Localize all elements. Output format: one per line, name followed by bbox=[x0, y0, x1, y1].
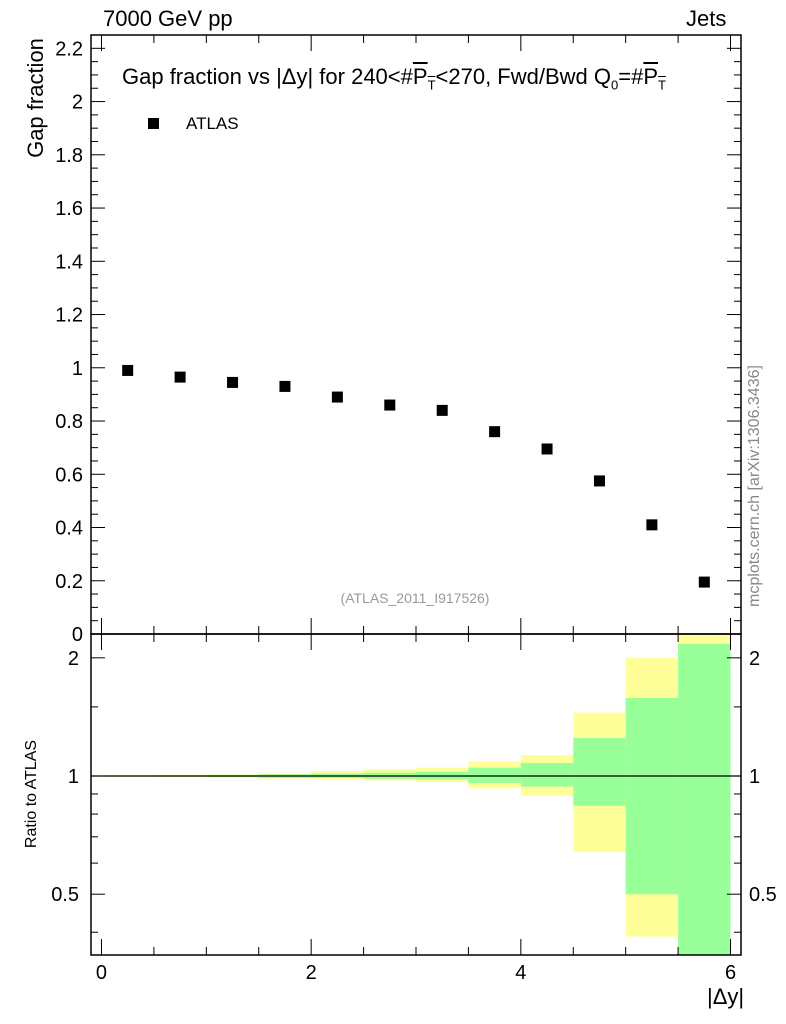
process-label: Jets bbox=[686, 6, 727, 31]
ratio-band-inner-bin bbox=[520, 762, 574, 787]
y-tick-label: 1.8 bbox=[55, 145, 83, 167]
y-tick-label: 1.2 bbox=[55, 305, 83, 327]
data-point bbox=[279, 380, 291, 392]
analysis-id-label: (ATLAS_2011_I917526) bbox=[340, 590, 490, 606]
chart-title: Gap fraction vs |Δy| for 240<#PT<270, Fw… bbox=[122, 64, 666, 92]
x-tick-label: 0 bbox=[96, 962, 107, 984]
title-pt-subscript: T bbox=[427, 77, 436, 93]
y-tick-label: 0.6 bbox=[55, 464, 83, 486]
source-watermark: mcplots.cern.ch [arXiv:1306.3436] bbox=[746, 365, 763, 607]
y-axis-label: Gap fraction bbox=[23, 38, 48, 158]
data-series-atlas bbox=[122, 364, 710, 588]
title-part: <270, Fwd/Bwd Q bbox=[435, 64, 612, 89]
ratio-band-inner-bin bbox=[468, 767, 521, 783]
title-part: Gap fraction vs |Δy| for 240<# bbox=[122, 64, 413, 89]
y-tick-label: 1.4 bbox=[55, 251, 83, 273]
title-q-subscript: 0 bbox=[611, 77, 619, 93]
title-pt-symbol: P bbox=[643, 64, 659, 89]
title-pt-symbol: P bbox=[412, 64, 428, 89]
x-tick-label: 2 bbox=[306, 962, 317, 984]
data-point bbox=[436, 404, 448, 416]
y-tick-label: 0 bbox=[72, 624, 83, 646]
title-pt-subscript: T bbox=[658, 77, 666, 93]
y-tick-label: 1 bbox=[72, 358, 83, 380]
y-tick-label: 0.2 bbox=[55, 571, 83, 593]
collision-label: 7000 GeV pp bbox=[103, 6, 233, 31]
title-part: =# bbox=[618, 64, 644, 89]
y-tick-label: 0.4 bbox=[55, 518, 83, 540]
y-tick-label: 1.6 bbox=[55, 198, 83, 220]
ratio-band-inner-bin bbox=[678, 643, 731, 955]
legend-entry-label: ATLAS bbox=[186, 114, 239, 133]
tick-labels: 00.20.40.60.811.21.41.61.822.20 2 4 60.5 0.5… bbox=[51, 38, 777, 984]
data-point bbox=[227, 376, 239, 388]
ratio-y-tick-label: 2 bbox=[68, 648, 79, 670]
ratio-y-tick-label: 1 bbox=[68, 766, 79, 788]
data-point bbox=[593, 475, 605, 487]
tick-marks bbox=[91, 34, 741, 955]
ratio-y-tick-label-right: 0.5 bbox=[749, 884, 777, 906]
data-point bbox=[384, 399, 396, 411]
legend-marker-atlas bbox=[148, 118, 159, 129]
ratio-y-tick-label-right: 2 bbox=[749, 648, 760, 670]
data-point bbox=[122, 364, 134, 376]
y-tick-label: 2 bbox=[72, 92, 83, 114]
ratio-y-tick-label-right: 1 bbox=[749, 766, 760, 788]
data-point bbox=[331, 391, 343, 403]
ratio-y-tick-label: 0.5 bbox=[51, 884, 79, 906]
x-tick-label: 6 bbox=[725, 962, 736, 984]
data-point bbox=[174, 371, 186, 383]
x-axis-label: |Δy| bbox=[707, 984, 745, 1009]
ratio-band-inner-bin bbox=[573, 737, 626, 806]
x-tick-label: 4 bbox=[515, 962, 526, 984]
ratio-bands bbox=[101, 634, 731, 955]
data-point bbox=[541, 443, 553, 455]
data-point bbox=[698, 576, 710, 588]
ratio-y-axis-label: Ratio to ATLAS bbox=[23, 739, 40, 849]
ratio-band-inner-bin bbox=[625, 698, 679, 895]
y-tick-label: 0.8 bbox=[55, 411, 83, 433]
data-point bbox=[489, 426, 501, 438]
y-tick-label: 2.2 bbox=[55, 38, 83, 60]
data-point bbox=[646, 519, 658, 531]
